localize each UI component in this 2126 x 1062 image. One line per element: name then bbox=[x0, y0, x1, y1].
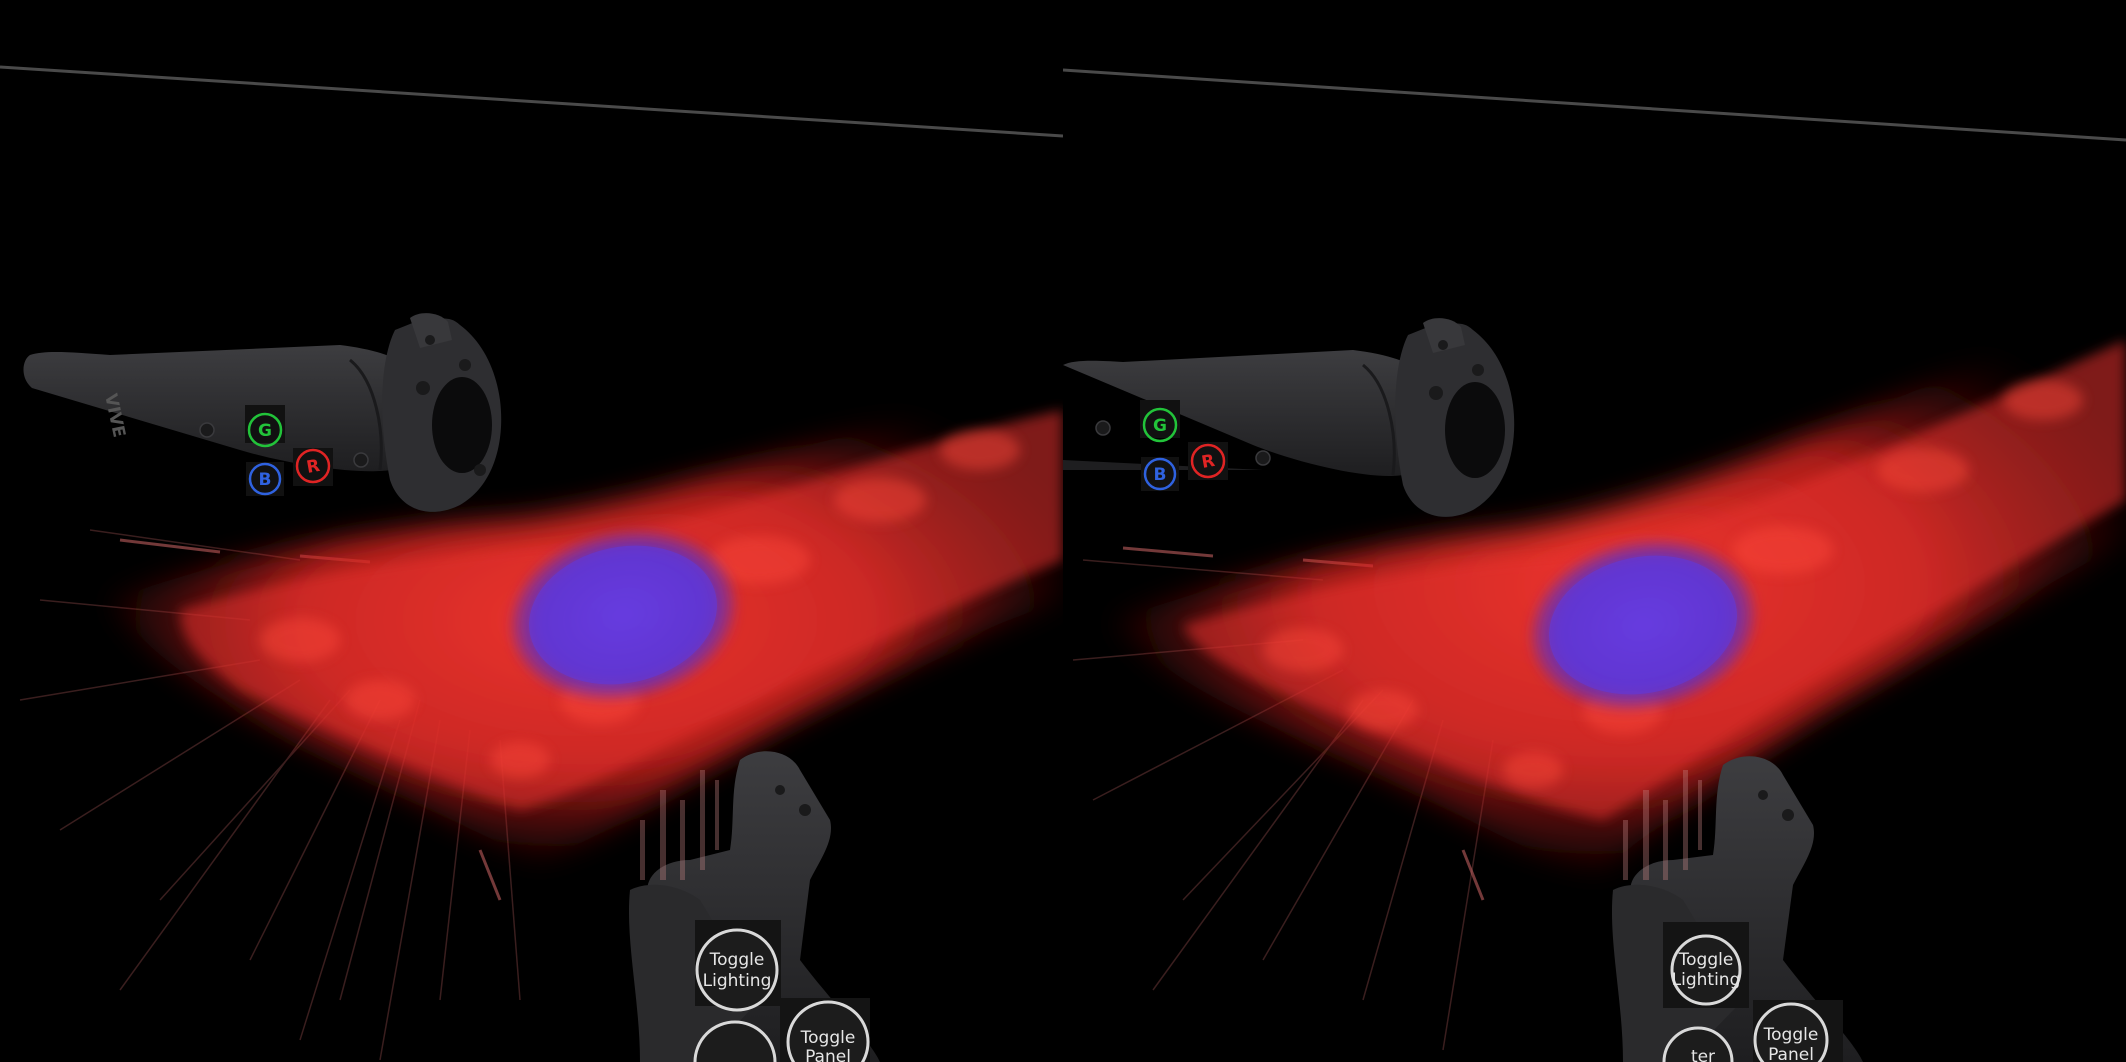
svg-text:R: R bbox=[305, 456, 321, 478]
vr-controller-bottom: Toggle Lighting ter Toggle Panel bbox=[1611, 756, 1863, 1062]
toggle-lighting-button[interactable]: Toggle Lighting bbox=[1663, 922, 1749, 1008]
color-button-green[interactable]: G bbox=[245, 405, 285, 448]
vr-controller-top: G R B bbox=[1063, 318, 1515, 517]
svg-text:Toggle: Toggle bbox=[1763, 1025, 1819, 1045]
color-button-red[interactable]: R bbox=[1188, 442, 1228, 480]
svg-text:G: G bbox=[258, 421, 272, 441]
svg-text:B: B bbox=[1154, 465, 1167, 485]
left-eye-scene: VIVE G R B bbox=[0, 65, 1063, 1062]
color-button-blue[interactable]: B bbox=[246, 462, 284, 496]
svg-text:ter: ter bbox=[1691, 1047, 1715, 1062]
color-button-red[interactable]: R bbox=[293, 448, 333, 486]
toggle-panel-button[interactable]: Toggle Panel bbox=[780, 998, 870, 1062]
svg-text:Lighting: Lighting bbox=[1672, 970, 1741, 990]
toggle-panel-button[interactable]: Toggle Panel bbox=[1753, 1000, 1843, 1062]
right-eye-scene: G R B bbox=[1063, 68, 2126, 1062]
horizon-line bbox=[0, 65, 1063, 138]
left-eye-viewport: VIVE G R B bbox=[0, 65, 1063, 1062]
color-button-blue[interactable]: B bbox=[1141, 457, 1179, 491]
partial-panel-button[interactable]: ter bbox=[1662, 1026, 1734, 1062]
svg-text:Toggle: Toggle bbox=[800, 1028, 856, 1048]
horizon-line bbox=[1063, 68, 2126, 142]
svg-text:Toggle: Toggle bbox=[1678, 950, 1734, 970]
toggle-lighting-button[interactable]: Toggle Lighting bbox=[695, 920, 781, 1012]
svg-text:Panel: Panel bbox=[805, 1047, 851, 1062]
svg-text:G: G bbox=[1153, 416, 1167, 436]
svg-text:Toggle: Toggle bbox=[709, 950, 765, 970]
vr-controller-bottom: Toggle Lighting Toggle Panel bbox=[628, 751, 880, 1062]
svg-text:B: B bbox=[259, 470, 272, 490]
svg-text:Panel: Panel bbox=[1768, 1045, 1814, 1062]
svg-text:Lighting: Lighting bbox=[703, 971, 772, 991]
right-eye-viewport: G R B bbox=[1063, 0, 2126, 1062]
color-button-green[interactable]: G bbox=[1140, 400, 1180, 443]
vr-controller-top: VIVE G R B bbox=[23, 313, 502, 512]
partial-panel-button[interactable] bbox=[693, 1020, 777, 1062]
svg-text:R: R bbox=[1200, 451, 1216, 473]
